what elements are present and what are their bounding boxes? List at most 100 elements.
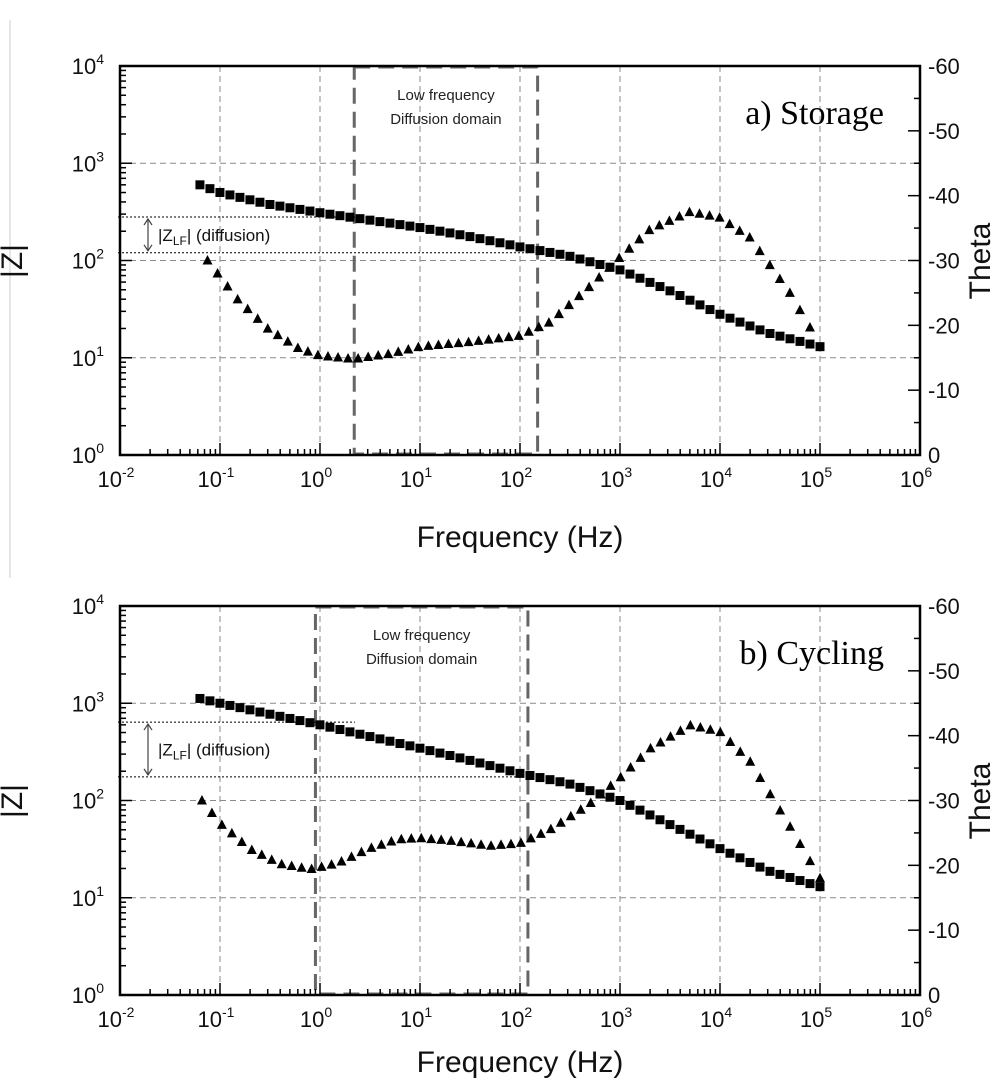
impedance-point [485,236,495,246]
impedance-point [685,295,695,305]
y-tick-label: 102 [72,246,104,274]
impedance-point [225,700,235,710]
impedance-point [435,748,445,758]
impedance-point [565,779,575,789]
diffusion-box-label-line2: Diffusion domain [366,651,477,668]
impedance-point [365,215,375,225]
impedance-point [785,872,795,882]
impedance-point [405,221,415,231]
phase-point [725,736,736,746]
x-tick-label: 102 [500,464,532,492]
phase-point [553,308,564,319]
impedance-point [455,230,465,240]
phase-point [272,329,283,340]
impedance-point [545,247,555,257]
impedance-point [275,711,285,721]
phase-point [436,834,447,844]
impedance-point [465,232,475,242]
impedance-point [585,786,595,796]
phase-point [386,835,397,846]
impedance-point [345,727,355,737]
impedance-point [375,734,385,744]
phase-point [212,267,223,278]
phase-point [784,287,795,297]
phase-point [292,342,303,353]
impedance-point [295,716,305,726]
x-tick-label: 105 [800,464,832,492]
impedance-point [425,746,435,756]
phase-point [226,827,237,838]
series-phase-markers [202,206,815,363]
phase-point [282,336,293,346]
impedance-point [265,199,275,209]
phase-point [815,872,825,883]
phase-point [665,731,676,741]
phase-point [346,851,357,861]
phase-point [635,752,646,762]
impedance-point [335,725,345,735]
phase-point [505,838,516,849]
phase-point [276,858,287,869]
phase-point [555,817,566,827]
impedance-point [395,739,405,749]
impedance-point [705,305,715,315]
phase-point [715,726,726,737]
impedance-point [805,339,815,349]
phase-point [735,746,746,756]
x-tick-label: 102 [500,1004,532,1032]
impedance-point [555,777,565,787]
phase-point [236,836,247,846]
impedance-point [375,217,385,227]
phase-point [745,756,756,766]
phase-point [594,272,605,282]
phase-point [322,351,333,361]
impedance-point [605,792,615,802]
x-axis-title: Frequency (Hz) [417,1046,624,1079]
impedance-point [315,208,325,218]
y2-tick-label: -10 [928,378,960,403]
impedance-point [535,773,545,783]
impedance-point [455,753,465,763]
x-axis-title: Frequency (Hz) [417,521,624,554]
phase-point [252,313,263,323]
impedance-point [585,257,595,267]
impedance-point [285,203,295,213]
impedance-point [555,249,565,259]
diffusion-box-label-line2: Diffusion domain [390,111,501,128]
impedance-point [635,805,645,815]
impedance-point [705,839,715,849]
impedance-point [215,698,225,708]
phase-point [634,233,645,244]
phase-point [625,762,636,772]
phase-point [353,352,364,363]
impedance-point [395,220,405,230]
phase-point [473,335,484,345]
impedance-point [345,212,355,222]
phase-point [645,742,656,753]
phase-point [795,838,806,848]
panel-storage: Low frequency Diffusion domain |ZLF| (diff… [0,51,997,554]
y-tick-label: 104 [72,591,104,619]
phase-point [574,290,585,301]
y2-tick-label: -20 [928,313,960,338]
zlf-arrow-head-down [143,244,153,252]
impedance-point [815,342,825,352]
phase-point [805,855,816,866]
impedance-point [415,743,425,753]
phase-point [266,854,277,864]
phase-point [624,243,635,253]
phase-point [503,331,514,342]
y2-tick-label: 0 [928,443,940,468]
y2-tick-label: -60 [928,594,960,619]
y2-tick-label: 0 [928,983,940,1008]
impedance-point [615,795,625,805]
impedance-point [285,713,295,723]
impedance-point [785,334,795,344]
impedance-point [355,729,365,739]
impedance-point [765,866,775,876]
impedance-point [815,882,825,892]
phase-point [765,788,776,799]
impedance-point [215,188,225,198]
phase-point [734,225,745,235]
impedance-point [645,277,655,287]
